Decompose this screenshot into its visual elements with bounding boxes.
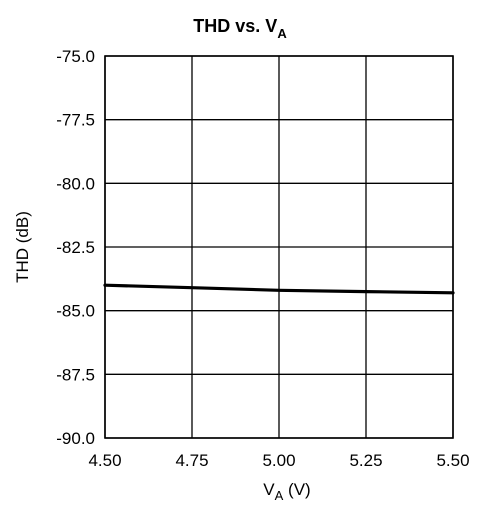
x-axis-label: VA (V) xyxy=(263,480,310,503)
x-tick-label-1: 4.75 xyxy=(175,451,208,470)
series-line-0 xyxy=(103,283,455,295)
x-tick-label-4: 5.50 xyxy=(436,451,469,470)
x-tick-label-2: 5.00 xyxy=(262,451,295,470)
y-tick-label-1: -77.5 xyxy=(56,111,95,130)
grid xyxy=(104,55,454,439)
y-tick-label-3: -82.5 xyxy=(56,238,95,257)
y-tick-label-2: -80.0 xyxy=(56,174,95,193)
y-axis-label: THD (dB) xyxy=(13,211,32,283)
y-tick-labels: -75.0 -77.5 -80.0 -82.5 -85.0 -87.5 -90.0 xyxy=(56,47,95,448)
y-tick-label-0: -75.0 xyxy=(56,47,95,66)
x-tick-label-0: 4.50 xyxy=(88,451,121,470)
x-axis-label-unit: (V) xyxy=(283,480,310,499)
x-tick-label-3: 5.25 xyxy=(349,451,382,470)
x-tick-labels: 4.50 4.75 5.00 5.25 5.50 xyxy=(88,451,469,470)
chart-title-main: THD vs. V xyxy=(193,16,277,36)
y-tick-label-5: -87.5 xyxy=(56,365,95,384)
y-tick-label-4: -85.0 xyxy=(56,302,95,321)
plot-frame xyxy=(104,55,454,439)
x-axis-label-main: V xyxy=(263,480,275,499)
chart-title-subscript: A xyxy=(277,26,287,41)
series-group xyxy=(103,283,455,295)
chart-title: THD vs. VA xyxy=(193,16,287,41)
x-axis-label-subscript: A xyxy=(275,488,284,503)
y-tick-label-6: -90.0 xyxy=(56,429,95,448)
